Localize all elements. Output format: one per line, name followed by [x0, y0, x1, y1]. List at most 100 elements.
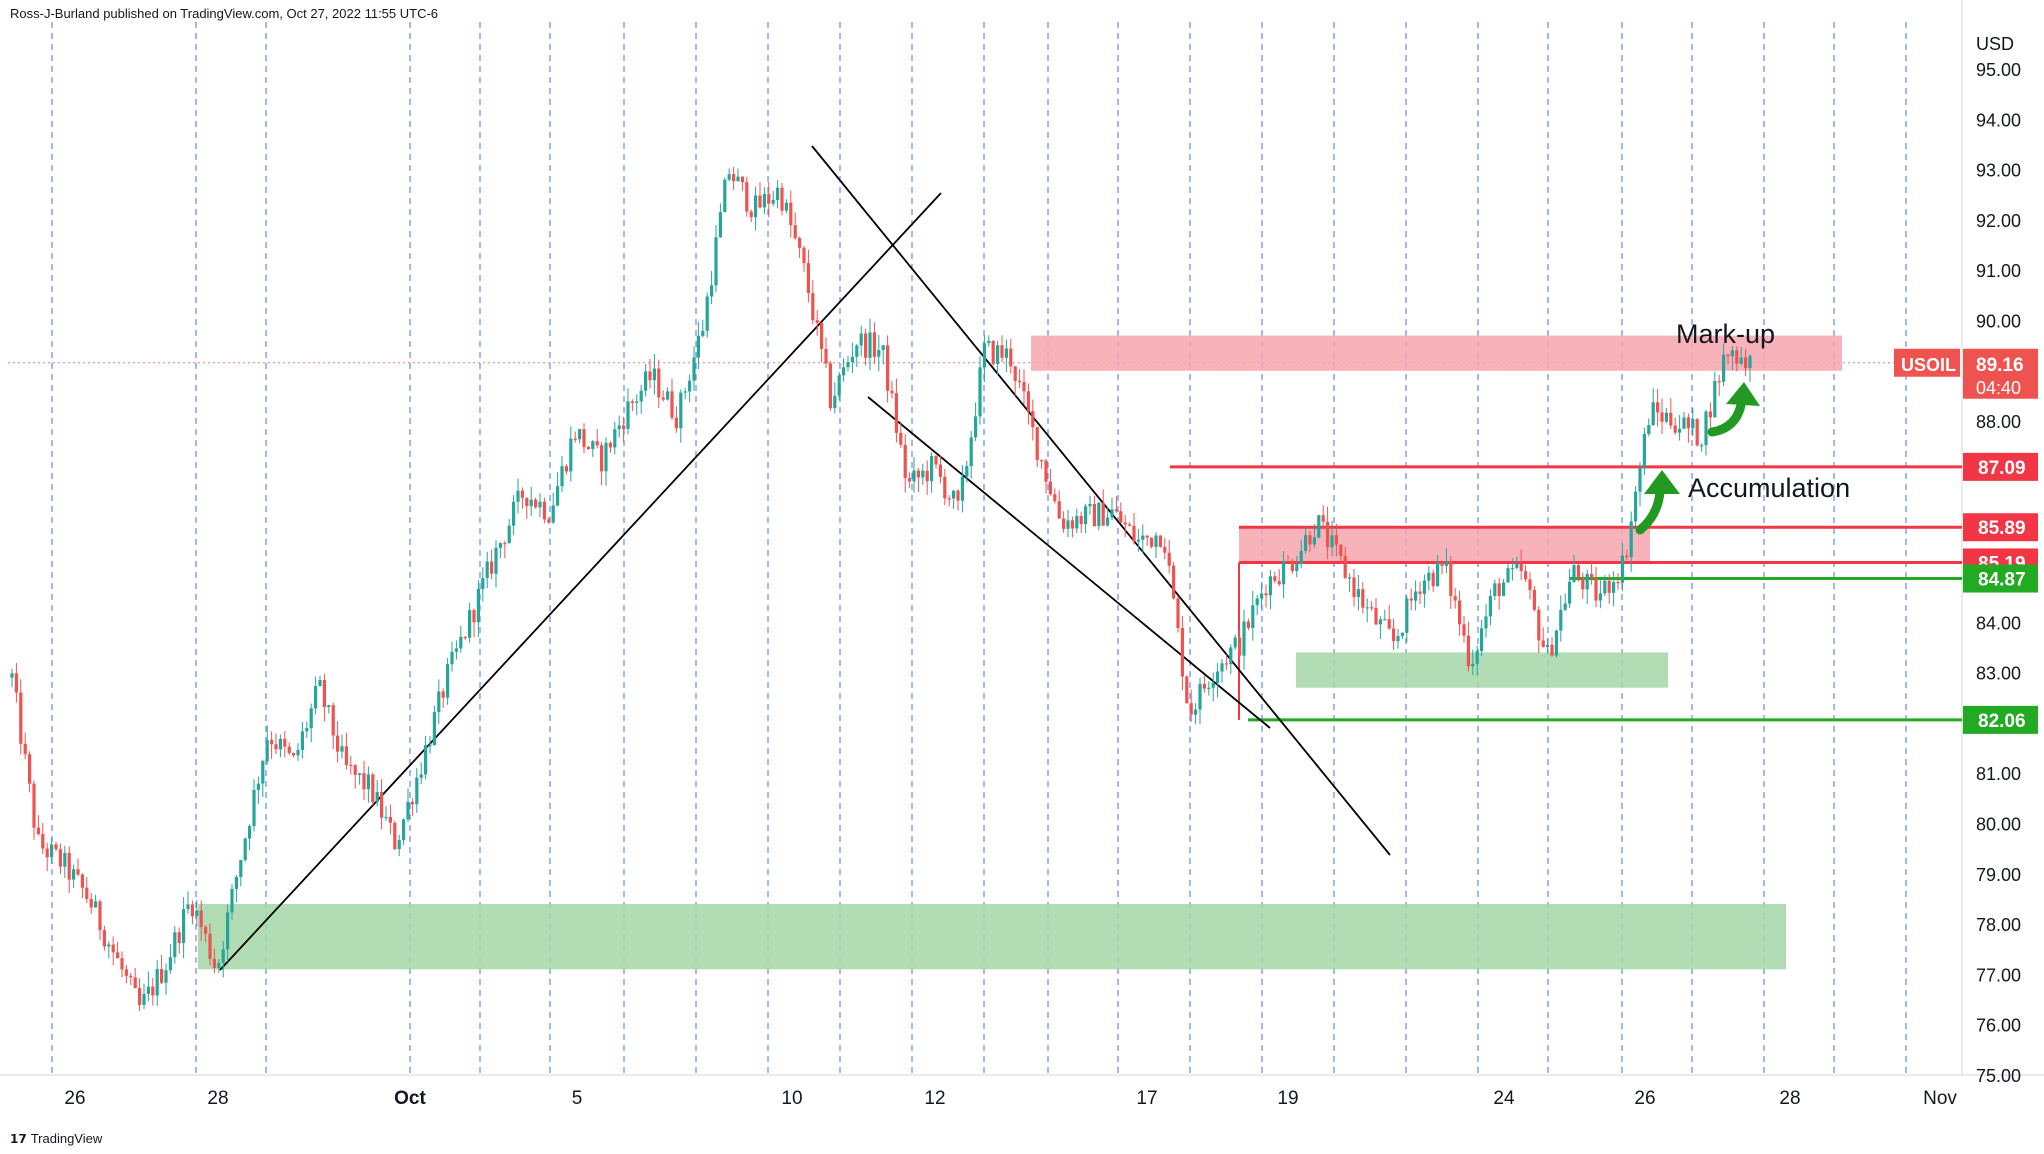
candle-body — [1163, 546, 1167, 553]
candle-body — [1167, 552, 1171, 566]
candle-body — [358, 773, 362, 775]
candle-body — [1013, 366, 1017, 381]
time-tick-10: 28 — [1779, 1088, 1800, 1109]
candle-body — [569, 438, 573, 472]
candle-body — [1299, 550, 1303, 565]
candle-body — [362, 773, 366, 790]
candle-body — [32, 783, 36, 828]
candle-body — [842, 367, 846, 376]
candle-body — [666, 391, 670, 400]
candle-body — [503, 543, 507, 545]
candle-body — [182, 909, 186, 943]
candle-body — [36, 827, 40, 834]
candle-body — [872, 332, 876, 357]
candle-body — [1387, 619, 1391, 629]
annotation-layer: Mark-up Accumulation — [1635, 319, 1850, 535]
candle-body — [1392, 628, 1396, 642]
candle-body — [1440, 562, 1444, 566]
candle-body — [1141, 535, 1145, 540]
level-tag-85-89 — [1963, 513, 2038, 542]
candle-body — [287, 746, 291, 754]
candle-body — [1748, 355, 1752, 369]
candle-body — [837, 375, 841, 396]
candle-body — [1660, 412, 1664, 422]
candle-body — [1264, 593, 1268, 596]
time-tick-4: 10 — [781, 1088, 802, 1109]
candle-body — [1572, 565, 1576, 582]
candle-body — [226, 912, 230, 950]
candle-body — [1598, 593, 1602, 601]
symbol-tag — [1894, 348, 1960, 377]
candle-body — [1664, 412, 1668, 422]
candle-body — [749, 211, 753, 218]
candle-body — [1462, 624, 1466, 636]
tradingview-footer[interactable]: 𝟭𝟳 TradingView — [10, 1131, 102, 1146]
candle-body — [1480, 628, 1484, 652]
candle-body — [450, 651, 454, 665]
candle-body — [256, 783, 260, 790]
candle-body — [670, 391, 674, 418]
candle-body — [1154, 535, 1158, 547]
candle-body — [498, 543, 502, 548]
candle-body — [1427, 572, 1431, 581]
candle-body — [318, 679, 322, 686]
candle-body — [1092, 503, 1096, 527]
level-tag-82-06 — [1963, 705, 2038, 734]
candle-body — [1475, 651, 1479, 664]
candle-body — [1123, 522, 1127, 525]
candle-body — [1273, 576, 1277, 581]
candle-body — [520, 490, 524, 498]
candle-body — [987, 340, 991, 344]
candle-body — [1031, 411, 1035, 428]
candle-body — [947, 498, 951, 500]
candle-body — [199, 910, 203, 928]
candle-body — [1136, 539, 1140, 542]
candle-body — [1365, 607, 1369, 609]
candle-body — [1339, 544, 1343, 556]
candle-body — [1088, 503, 1092, 507]
candle-body — [806, 263, 810, 294]
candle-body — [1418, 591, 1422, 594]
candle-body — [1198, 683, 1202, 710]
candle-body — [1330, 535, 1334, 548]
candle-body — [1079, 515, 1083, 525]
candle-body — [820, 322, 824, 349]
candle-body — [1348, 577, 1352, 579]
candle-body — [965, 466, 969, 477]
candle-body — [1616, 582, 1620, 584]
mid-supply-zone — [1239, 526, 1650, 562]
candle-body — [190, 904, 194, 917]
candle-body — [1735, 350, 1739, 364]
candle-body — [1453, 596, 1457, 601]
candle-body — [1317, 515, 1321, 538]
candle-body — [1189, 703, 1193, 715]
candle-body — [824, 348, 828, 364]
candle-body — [758, 195, 762, 208]
candle-body — [1400, 632, 1404, 636]
candle-body — [344, 746, 348, 765]
candle-body — [265, 740, 269, 762]
candle-body — [1510, 567, 1514, 570]
candle-body — [1004, 348, 1008, 358]
candle-body — [283, 738, 287, 747]
accumulation-annotation: Accumulation — [1688, 473, 1850, 503]
uptrend-line — [219, 192, 942, 971]
candle-body — [617, 425, 621, 430]
candle-body — [780, 187, 784, 211]
candle-body — [551, 505, 555, 523]
level-tag-text-84-87: 84.87 — [1978, 570, 2026, 591]
candle-body — [1290, 561, 1294, 572]
candle-body — [45, 848, 49, 858]
candle-body — [1119, 511, 1123, 523]
candle-body — [696, 335, 700, 358]
candle-body — [94, 901, 98, 908]
candle-body — [996, 345, 1000, 364]
markup-arrow-icon — [1707, 395, 1747, 437]
candle-body — [674, 417, 678, 429]
candle-body — [437, 691, 441, 713]
candle-body — [1343, 555, 1347, 578]
candle-body — [1097, 502, 1101, 527]
candle-body — [58, 849, 62, 867]
candle-body — [67, 852, 71, 880]
